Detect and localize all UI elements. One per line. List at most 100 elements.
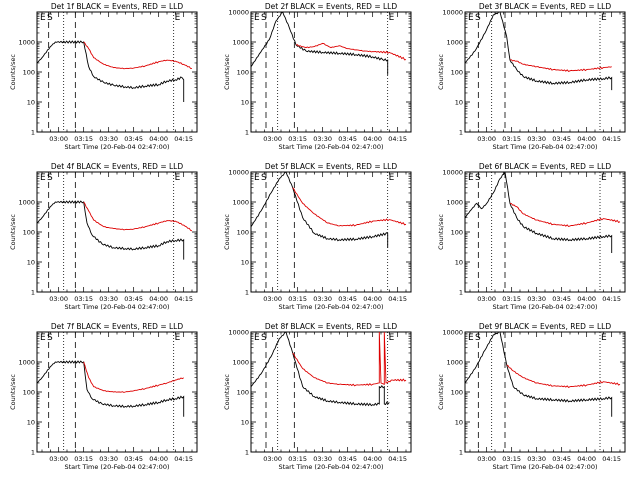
x-tick-label: 03:00 — [49, 135, 68, 143]
events-series-line — [465, 172, 613, 253]
y-axis-label: Counts/sec — [9, 214, 17, 250]
annotation-letter: E — [40, 13, 46, 23]
x-tick-label: 04:00 — [149, 455, 168, 463]
panel-title: Det 7f BLACK = Events, RED = LLD — [51, 322, 184, 331]
x-tick-label: 04:15 — [388, 135, 407, 143]
y-axis-label: Counts/sec — [223, 374, 231, 410]
x-tick-label: 03:00 — [477, 135, 496, 143]
x-tick-label: 03:45 — [338, 135, 357, 143]
x-tick-label: 03:30 — [527, 295, 546, 303]
x-tick-label: 03:15 — [502, 135, 521, 143]
y-tick-label: 1 — [31, 288, 35, 296]
annotation-letter: S — [261, 173, 267, 183]
x-tick-label: 03:00 — [477, 295, 496, 303]
x-tick-label: 03:15 — [288, 295, 307, 303]
y-tick-label: 10000 — [442, 168, 463, 176]
events-series-line — [251, 12, 389, 75]
x-tick-label: 03:00 — [49, 295, 68, 303]
x-tick-label: 04:15 — [174, 455, 193, 463]
x-tick-label: 04:00 — [577, 455, 596, 463]
y-tick-label: 100 — [451, 228, 463, 236]
lld-series-line — [506, 364, 621, 388]
annotation-letter: S — [475, 173, 481, 183]
x-axis-label: Start Time (20-Feb-04 02:47:00) — [279, 463, 384, 471]
y-tick-label: 1000 — [232, 198, 249, 206]
annotation-letter: E — [40, 173, 46, 183]
y-axis-label: Counts/sec — [437, 214, 445, 250]
x-tick-label: 04:15 — [602, 455, 621, 463]
y-tick-label: 1000 — [18, 358, 35, 366]
events-series-line — [251, 172, 389, 248]
annotation-letter: E — [601, 333, 607, 343]
y-axis-label: Counts/sec — [9, 54, 17, 90]
annotation-letter: S — [47, 13, 53, 23]
annotation-letter: E — [601, 173, 607, 183]
y-tick-label: 10 — [241, 98, 249, 106]
y-tick-label: 10000 — [442, 8, 463, 16]
y-tick-label: 1 — [459, 288, 463, 296]
annotation-letter: E — [389, 333, 395, 343]
annotation-letter: E — [254, 333, 260, 343]
x-tick-label: 04:00 — [363, 135, 382, 143]
x-tick-label: 03:30 — [527, 455, 546, 463]
annotation-letter: E — [254, 173, 260, 183]
annotation-letter: E — [389, 13, 395, 23]
lld-series-line — [83, 361, 184, 393]
y-tick-label: 10 — [241, 418, 249, 426]
x-tick-label: 04:00 — [577, 135, 596, 143]
x-tick-label: 03:30 — [313, 295, 332, 303]
y-tick-label: 100 — [237, 228, 249, 236]
events-series-line — [37, 360, 185, 417]
y-tick-label: 10 — [27, 258, 35, 266]
annotation-letter: E — [468, 333, 474, 343]
x-tick-label: 04:00 — [149, 135, 168, 143]
x-tick-label: 03:15 — [502, 295, 521, 303]
panel-title: Det 9f BLACK = Events, RED = LLD — [479, 322, 612, 331]
x-tick-label: 03:30 — [99, 455, 118, 463]
annotation-letter: E — [175, 173, 181, 183]
x-tick-label: 03:45 — [338, 295, 357, 303]
x-tick-label: 03:15 — [288, 135, 307, 143]
y-tick-label: 1 — [31, 448, 35, 456]
x-axis-label: Start Time (20-Feb-04 02:47:00) — [65, 303, 170, 311]
panel-title: Det 2f BLACK = Events, RED = LLD — [265, 2, 398, 11]
panel-title: Det 8f BLACK = Events, RED = LLD — [265, 322, 398, 331]
x-tick-label: 03:45 — [552, 295, 571, 303]
events-series-line — [37, 40, 185, 102]
x-tick-label: 03:45 — [124, 295, 143, 303]
x-tick-label: 03:00 — [263, 455, 282, 463]
y-tick-label: 10000 — [228, 328, 249, 336]
y-tick-label: 10 — [455, 418, 463, 426]
x-tick-label: 04:00 — [363, 295, 382, 303]
y-tick-label: 10000 — [228, 168, 249, 176]
x-tick-label: 04:15 — [174, 295, 193, 303]
x-axis-label: Start Time (20-Feb-04 02:47:00) — [493, 303, 598, 311]
y-axis-label: Counts/sec — [9, 374, 17, 410]
y-tick-label: 1 — [245, 448, 249, 456]
x-tick-label: 03:30 — [527, 135, 546, 143]
x-tick-label: 04:15 — [388, 455, 407, 463]
events-series-line — [465, 332, 613, 417]
annotation-letter: S — [47, 173, 53, 183]
x-tick-label: 04:15 — [174, 135, 193, 143]
x-tick-label: 04:00 — [149, 295, 168, 303]
x-tick-label: 03:30 — [313, 135, 332, 143]
x-tick-label: 03:30 — [313, 455, 332, 463]
panel-title: Det 4f BLACK = Events, RED = LLD — [51, 162, 184, 171]
x-tick-label: 03:45 — [124, 455, 143, 463]
x-tick-label: 04:00 — [363, 455, 382, 463]
plot-frame — [464, 331, 626, 453]
annotation-letter: E — [254, 13, 260, 23]
annotation-letter: E — [175, 13, 181, 23]
x-tick-label: 03:15 — [74, 295, 93, 303]
x-tick-label: 04:15 — [388, 295, 407, 303]
x-tick-label: 04:00 — [577, 295, 596, 303]
annotation-letter: S — [47, 333, 53, 343]
x-axis-label: Start Time (20-Feb-04 02:47:00) — [279, 143, 384, 151]
events-series-line — [37, 200, 185, 260]
